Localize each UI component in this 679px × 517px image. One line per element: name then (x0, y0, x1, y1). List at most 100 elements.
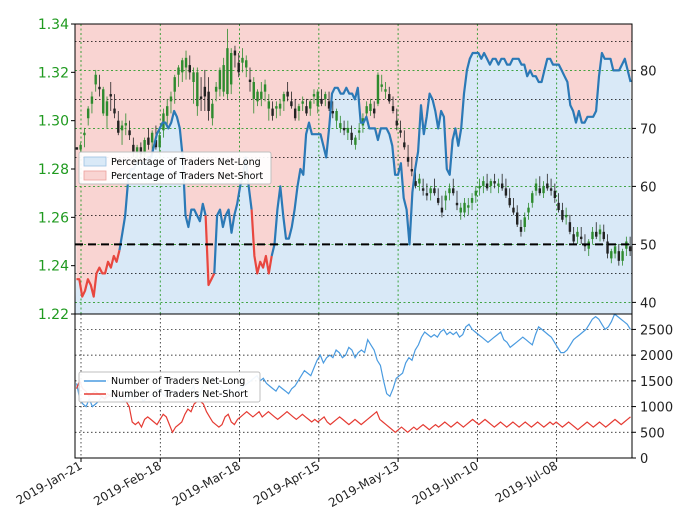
candle-body (436, 198, 440, 203)
candle-body (395, 120, 398, 126)
candle-body (527, 207, 530, 213)
candle-body (271, 108, 274, 116)
sentiment-lines (76, 51, 632, 298)
candle-body (331, 111, 335, 114)
candle-body (218, 69, 222, 90)
count-tick-label: 2500 (640, 323, 673, 338)
candle-body (531, 193, 534, 203)
candle-body (440, 207, 444, 213)
candle-body (113, 108, 116, 114)
candle-body (617, 251, 621, 261)
legend-net-short-percent: Percentage of Traders Net-Short (111, 171, 263, 182)
y-right-tick-label: 70 (640, 122, 657, 137)
legend-net-long-count: Number of Traders Net-Long (111, 376, 245, 387)
legend-net-long-percent: Percentage of Traders Net-Long (111, 157, 261, 168)
candle-body (504, 188, 508, 196)
count-tick-label: 2000 (640, 349, 673, 364)
candle-body (241, 57, 244, 63)
candle-body (263, 84, 267, 92)
y-right-tick-label: 60 (640, 180, 657, 195)
net-long-area (75, 53, 632, 314)
candle-body (117, 120, 120, 133)
candle-body (128, 130, 131, 136)
x-tick-label: 2019-Jul-08 (493, 458, 560, 505)
candle-body (357, 130, 361, 133)
candle-body (169, 96, 173, 102)
x-tick-label: 2019-Jan-21 (14, 458, 85, 507)
candle-body (429, 188, 432, 194)
candle-body (380, 84, 383, 87)
candle-body (418, 178, 421, 184)
candle-body (305, 106, 308, 114)
candle-body (154, 140, 158, 148)
candle-body (293, 108, 297, 119)
candle-body (166, 106, 169, 116)
candle-body (444, 195, 447, 201)
candle-body (478, 185, 481, 189)
candle-body (391, 106, 395, 111)
x-tick-label: 2019-Feb-18 (91, 458, 164, 508)
candle-body (568, 222, 572, 232)
candle-body (538, 188, 541, 194)
candle-body (316, 91, 319, 107)
candle-body (493, 181, 496, 184)
candle-body (173, 77, 176, 92)
candle-body (135, 147, 139, 153)
y-left-tick-label: 1.34 (38, 17, 69, 33)
net-short-percent-line (76, 249, 121, 298)
candle-body (327, 101, 331, 109)
candle-body (463, 202, 466, 213)
candle-body (199, 96, 203, 99)
candle-body (399, 130, 402, 133)
candle-body (109, 94, 112, 97)
candle-body (519, 227, 523, 232)
candle-body (388, 94, 391, 102)
candle-body (105, 101, 109, 116)
net-short-area (75, 24, 632, 297)
top-legend-box (78, 151, 272, 185)
candle-body (188, 65, 191, 73)
candle-body (177, 67, 180, 75)
candle-body (376, 74, 380, 104)
bottom-legend-box (78, 371, 261, 403)
candle-body (278, 103, 282, 109)
candle-body (229, 53, 233, 85)
y-left-tick-label: 1.32 (38, 65, 69, 81)
candle-body (350, 132, 353, 140)
candle-body (452, 188, 455, 194)
candle-body (342, 127, 346, 131)
count-tick-label: 500 (640, 426, 665, 441)
net-short-fill-swatch (83, 170, 107, 181)
candle-body (433, 188, 436, 194)
candle-body (572, 234, 575, 242)
candle-body (226, 48, 229, 95)
count-tick-label: 1500 (640, 375, 673, 390)
candle-body (421, 188, 425, 191)
candle-body (267, 101, 271, 109)
candle-body (561, 210, 564, 220)
candle-body (324, 94, 327, 99)
candle-body (425, 193, 429, 196)
y-right-tick-label: 80 (640, 64, 657, 79)
net-long-fill-swatch (83, 156, 107, 167)
candle-body (79, 144, 82, 150)
candle-body (553, 190, 557, 198)
candle-body (372, 108, 376, 114)
candle-body (147, 137, 150, 145)
candle-body (132, 144, 135, 153)
candle-body (83, 132, 86, 136)
candle-body (346, 127, 350, 133)
candle-body (485, 183, 489, 189)
candle-body (474, 190, 478, 196)
candle-body (158, 135, 161, 148)
x-tick-label: 2019-Jun-10 (410, 458, 481, 507)
candle-body (564, 214, 568, 218)
candle-body (184, 57, 188, 68)
candle-body (286, 91, 289, 97)
candle-body (534, 183, 538, 191)
candle-body (275, 106, 278, 109)
candle-body (414, 181, 417, 186)
candle-body (192, 72, 195, 82)
candle-body (354, 137, 357, 145)
